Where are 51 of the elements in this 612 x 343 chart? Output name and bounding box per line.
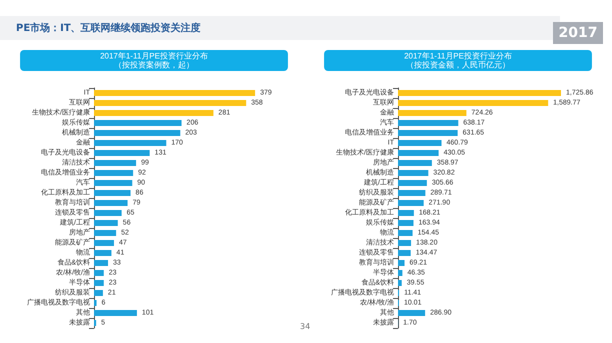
bar: [398, 220, 414, 226]
bar: [398, 180, 427, 186]
bar: [94, 190, 131, 196]
bar: [398, 140, 442, 146]
bar: [94, 120, 182, 126]
bar: [94, 110, 214, 116]
bar: [398, 270, 402, 276]
bar: [94, 300, 97, 306]
bar: [398, 160, 432, 166]
bar: [94, 170, 134, 176]
bar: [94, 200, 128, 206]
bar: [94, 100, 246, 106]
bar: [398, 260, 405, 266]
bar: [94, 290, 103, 296]
bar: [94, 130, 180, 136]
bar: [398, 280, 402, 286]
bar: [94, 310, 137, 316]
bar: [398, 130, 458, 136]
bar: [94, 180, 132, 186]
bar: [398, 150, 439, 156]
bar: [398, 230, 413, 236]
bar: [94, 230, 116, 236]
text: PE市场：IT、互联网继续领跑投资关注度: [16, 21, 201, 35]
bar: [398, 90, 561, 96]
bar: [398, 240, 412, 246]
bar: [94, 280, 104, 286]
bar: [94, 270, 104, 276]
bar: [398, 190, 426, 196]
bar: [398, 250, 411, 256]
chart-title: 2017年1-11月PE投资行业分布: [404, 52, 512, 60]
chart-title: 2017年1-11月PE投资行业分布: [100, 52, 208, 60]
bar: [398, 310, 426, 316]
chart-subtitle: （按投资金额，人民币亿元）: [406, 60, 510, 70]
chart-subtitle: （按投资案例数，起）: [114, 60, 194, 70]
bar: [94, 250, 112, 256]
bar: [398, 170, 428, 176]
text: 34: [300, 322, 310, 331]
bar: [94, 240, 114, 246]
bar: [94, 90, 256, 96]
bar: [94, 260, 108, 266]
bar: [94, 140, 166, 146]
bar: [94, 160, 136, 166]
bar: [398, 100, 548, 106]
bar: [94, 210, 122, 216]
bar: [398, 110, 466, 116]
bar: [94, 220, 118, 226]
bar: [94, 150, 150, 156]
bar: [398, 200, 424, 206]
bar: [398, 120, 458, 126]
bar: [398, 210, 414, 216]
text: 2017: [553, 22, 603, 44]
